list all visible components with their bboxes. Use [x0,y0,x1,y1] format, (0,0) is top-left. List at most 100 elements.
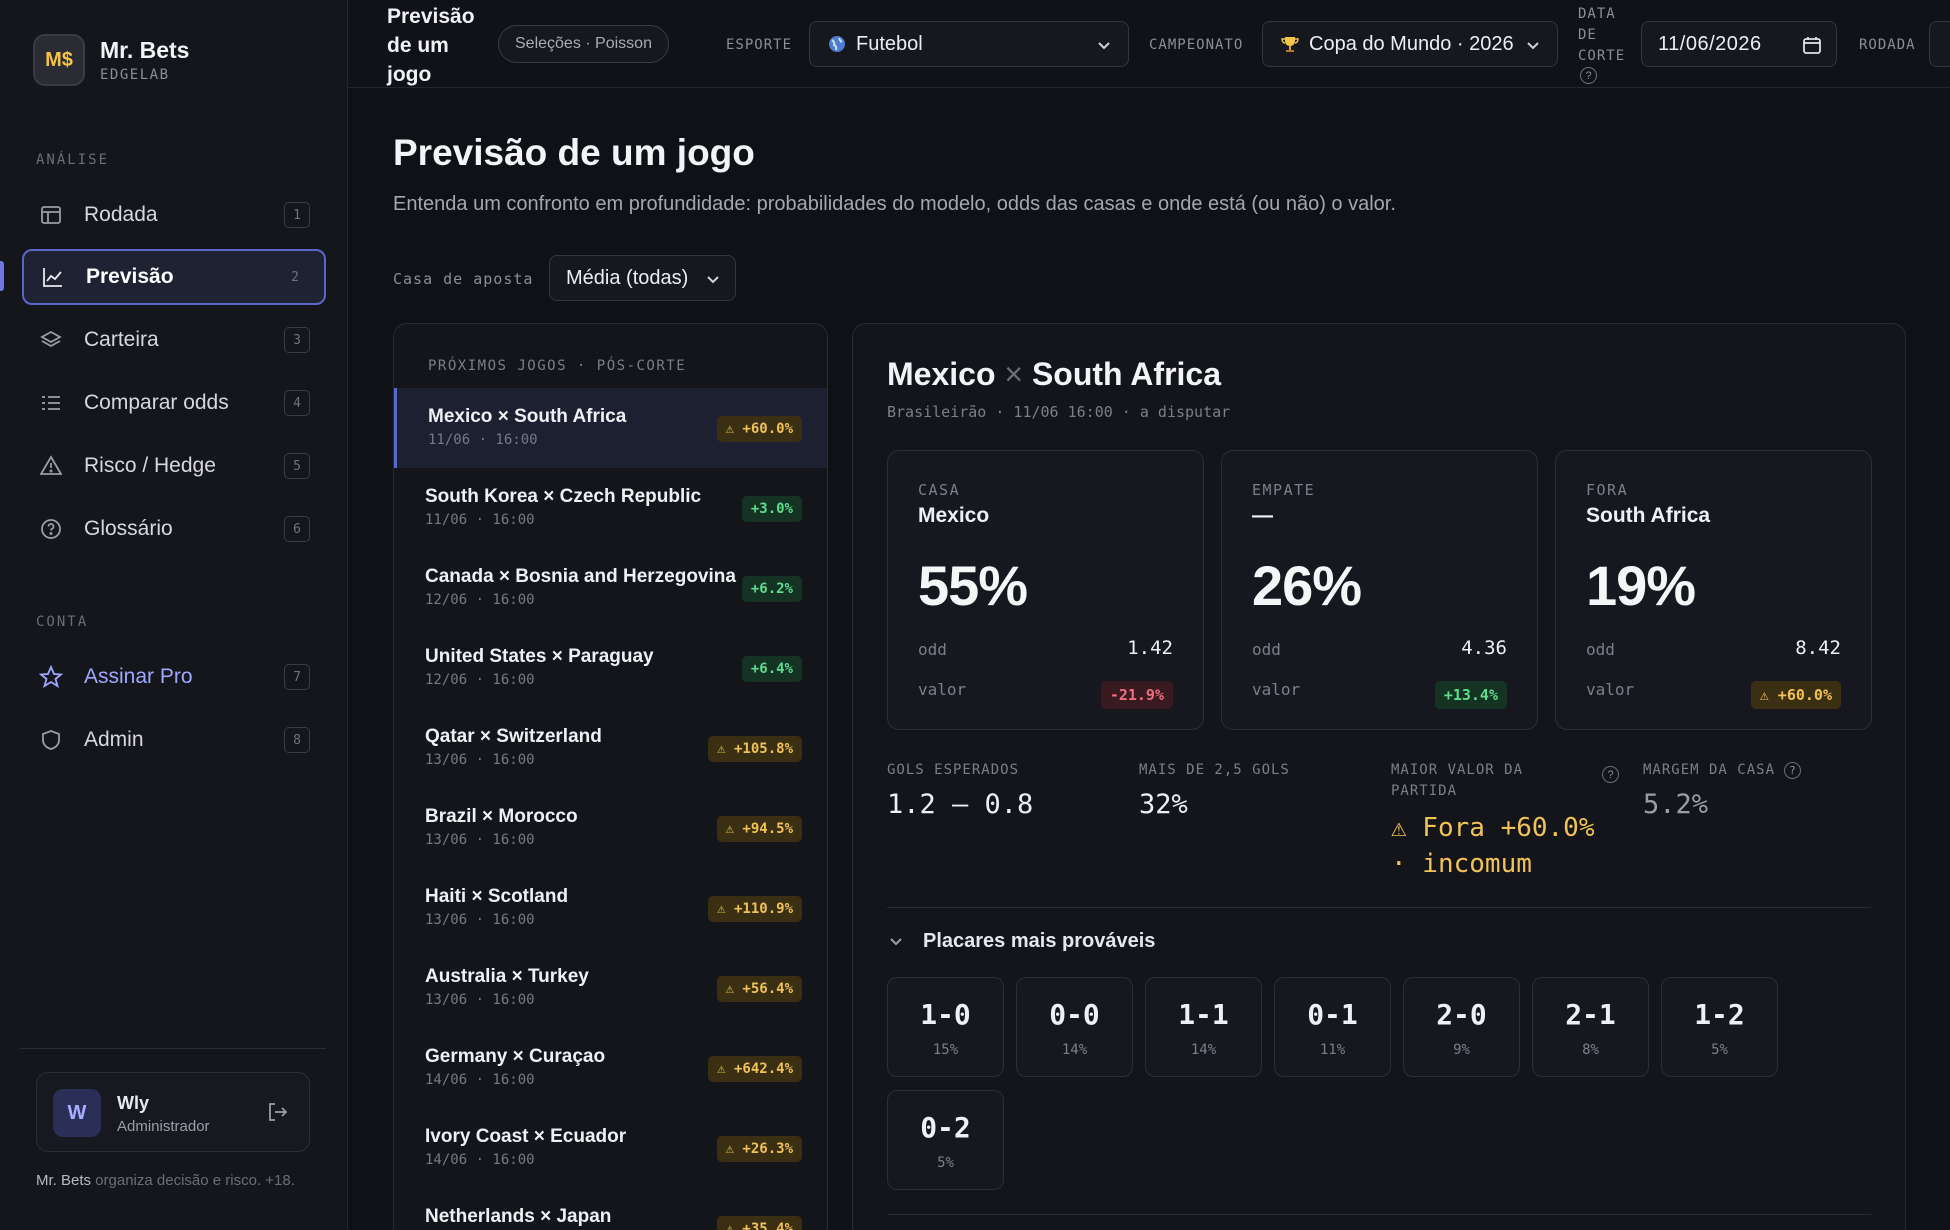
outcome-probability: 19% [1586,554,1696,617]
game-item[interactable]: Brazil × Morocco 13/06 · 16:00 ⚠ +94.5% [394,788,827,868]
game-item[interactable]: Mexico × South Africa 11/06 · 16:00 ⚠ +6… [394,388,827,468]
sidebar-item-label: Comparar odds [84,391,229,414]
score-value: 1-1 [1178,998,1229,1031]
sport-select[interactable]: Futebol [809,21,1129,67]
game-time: 12/06 · 16:00 [425,592,535,608]
top-bar: Previsão de um jogo Seleções · Poisson E… [348,0,1950,88]
value-badge: -21.9% [1100,681,1173,709]
game-item[interactable]: Germany × Curaçao 14/06 · 16:00 ⚠ +642.4… [394,1028,827,1108]
odd-label: odd [1586,640,1615,659]
value-badge: +6.4% [741,656,802,682]
brand-name: Mr. Bets [100,37,190,63]
sport-select-value: Futebol [856,32,923,55]
section-divider [887,907,1871,908]
page-title: Previsão de um jogo [393,132,755,173]
stat-value: 32% [1139,789,1188,820]
list-icon [38,390,64,416]
game-item[interactable]: Haiti × Scotland 13/06 · 16:00 ⚠ +110.9% [394,868,827,948]
match-meta: Brasileirão · 11/06 16:00 · a disputar [887,403,1231,421]
bookmaker-label: Casa de aposta [393,270,534,288]
value-badge: +3.0% [741,496,802,522]
score-card: 0-0 14% [1016,977,1133,1077]
sidebar-item-label: Assinar Pro [84,665,193,688]
layers-icon [38,327,64,353]
cutoff-help-icon[interactable]: ? [1580,67,1597,84]
game-item[interactable]: Netherlands × Japan ⚠ +35.4% [394,1188,827,1230]
sidebar-item-comparar-odds[interactable]: Comparar odds 4 [22,375,326,431]
score-probability: 5% [937,1155,954,1171]
value-badge: +6.2% [741,576,802,602]
value-badge: ⚠ +110.9% [708,896,802,922]
league-select-value: Copa do Mundo · 2026 [1309,32,1514,55]
game-time: 12/06 · 16:00 [425,672,535,688]
score-probability: 14% [1061,1042,1088,1058]
game-item[interactable]: Australia × Turkey 13/06 · 16:00 ⚠ +56.4… [394,948,827,1028]
game-item[interactable]: Ivory Coast × Ecuador 14/06 · 16:00 ⚠ +2… [394,1108,827,1188]
stat-label: MAIS DE 2,5 GOLS [1139,762,1290,778]
cutoff-label-line: DATA [1578,6,1616,22]
bookmaker-select[interactable]: Média (todas) [549,255,736,301]
sidebar-item-rodada[interactable]: Rodada 1 [22,187,326,243]
value-label: valor [1252,680,1301,699]
sidebar-item-label: Rodada [84,203,158,226]
score-probability: 9% [1453,1042,1470,1058]
globe-icon [828,35,846,53]
game-name: Germany × Curaçao [425,1046,606,1067]
calendar-icon[interactable] [1802,35,1822,61]
sidebar-item-carteira[interactable]: Carteira 3 [22,312,326,368]
sidebar-item-assinar-pro[interactable]: Assinar Pro 7 [22,649,326,705]
games-list-header: PRÓXIMOS JOGOS · PÓS-CORTE [428,358,687,374]
chevron-down-icon [887,933,905,951]
game-name: Qatar × Switzerland [425,726,602,747]
game-name: Ivory Coast × Ecuador [425,1126,627,1147]
sidebar-item-risco-hedge[interactable]: Risco / Hedge 5 [22,438,326,494]
round-select[interactable] [1929,21,1950,67]
brand-logo: M$ [33,34,85,86]
active-indicator [0,261,4,291]
game-item[interactable]: Canada × Bosnia and Herzegovina 12/06 · … [394,548,827,628]
game-item[interactable]: United States × Paraguay 12/06 · 16:00 +… [394,628,827,708]
outcome-card-home: CASA Mexico 55% odd 1.42 valor -21.9% [887,450,1204,730]
game-name: Mexico × South Africa [428,406,627,427]
game-name: South Korea × Czech Republic [425,486,702,507]
margin-help-icon[interactable]: ? [1784,762,1802,779]
brand[interactable]: M$ Mr. Bets EDGELAB [33,34,189,86]
warning-icon [38,453,64,479]
versus-separator: × [1004,356,1024,392]
sidebar-item-previsao[interactable]: Previsão 2 [22,249,326,305]
user-role: Administrador [117,1118,210,1135]
sidebar-item-glossario[interactable]: Glossário 6 [22,501,326,557]
sidebar-divider [20,1048,326,1049]
score-probability: 8% [1582,1042,1599,1058]
game-name: Australia × Turkey [425,966,589,987]
page-subtitle: Entenda um confronto em profundidade: pr… [393,193,1396,215]
game-name: United States × Paraguay [425,646,654,667]
sidebar-item-label: Admin [84,728,144,751]
shortcut-key: 5 [284,453,310,479]
cutoff-date-input[interactable]: 11/06/2026 [1641,21,1837,67]
shortcut-key: 8 [284,727,310,753]
game-item[interactable]: South Korea × Czech Republic 11/06 · 16:… [394,468,827,548]
odd-value: 4.36 [1461,637,1507,659]
value-badge: ⚠ +94.5% [716,816,802,842]
scores-toggle[interactable]: Placares mais prováveis [887,930,1155,953]
league-select[interactable]: Copa do Mundo · 2026 [1262,21,1558,67]
shortcut-key: 1 [284,202,310,228]
bookmaker-select-value: Média (todas) [566,266,689,289]
value-badge: ⚠ +35.4% [716,1216,802,1230]
logout-icon[interactable] [265,1100,289,1129]
game-item[interactable]: Qatar × Switzerland 13/06 · 16:00 ⚠ +105… [394,708,827,788]
shortcut-key: 7 [284,664,310,690]
stat-label: MARGEM DA CASA ? [1643,760,1802,781]
stat-house-margin: MARGEM DA CASA ? 5.2% [1643,760,1802,820]
league-label: CAMPEONATO [1149,37,1244,53]
chevron-down-icon [705,270,721,293]
value-badge: ⚠ +56.4% [716,976,802,1002]
score-value: 1-2 [1694,998,1745,1031]
best-value-help-icon[interactable]: ? [1602,766,1619,783]
score-probability: 5% [1711,1042,1728,1058]
brand-subtitle: EDGELAB [100,67,170,83]
user-card[interactable]: W Wly Administrador [36,1072,310,1152]
sidebar-item-admin[interactable]: Admin 8 [22,712,326,768]
score-value: 2-0 [1436,998,1487,1031]
